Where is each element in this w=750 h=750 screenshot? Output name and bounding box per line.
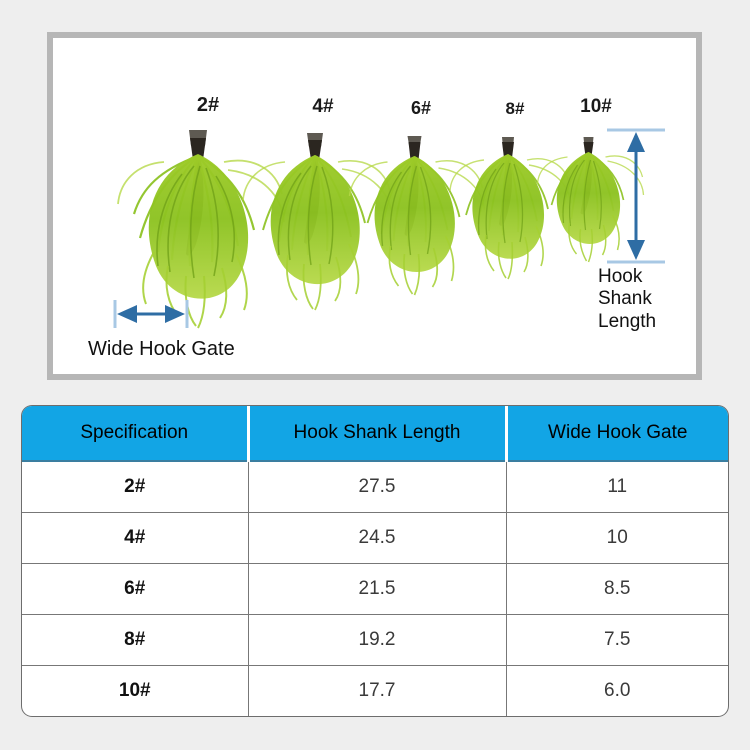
cell-gate: 10 [506,512,728,564]
lure-4 [225,130,405,330]
specification-table: Specification Hook Shank Length Wide Hoo… [22,406,728,716]
lure-2 [98,126,298,346]
cell-spec: 6# [22,563,249,615]
cell-gate: 6.0 [506,665,728,716]
cell-gate: 11 [506,460,728,513]
size-label-4: 4# [312,96,334,117]
header-hook-shank-length: Hook Shank Length [248,406,508,462]
table-row: 4# 24.5 10 [22,512,728,564]
cell-spec: 2# [22,460,249,513]
table-row: 8# 19.2 7.5 [22,614,728,666]
header-specification: Specification [22,406,250,462]
cell-spec: 10# [22,665,249,716]
lure-6 [333,133,498,318]
cell-spec: 4# [22,512,249,564]
cell-shank: 19.2 [248,614,507,666]
lure-8 [433,134,583,304]
cell-shank: 17.7 [248,665,507,716]
cell-shank: 27.5 [248,460,507,513]
double-arrow-vertical-icon [607,128,665,264]
cell-shank: 24.5 [248,512,507,564]
hook-shank-length-label: Hook Shank Length [598,266,657,332]
cell-gate: 7.5 [506,614,728,666]
table-row: 6# 21.5 8.5 [22,563,728,615]
table-row: 10# 17.7 6.0 [22,665,728,716]
product-photo-panel: 2# 4# 6# 8# 10# [47,32,702,380]
table-row: 2# 27.5 11 [22,460,728,513]
cell-gate: 8.5 [506,563,728,615]
size-label-10: 10# [580,96,612,117]
lure-10 [522,134,657,289]
double-arrow-horizontal-icon [113,300,189,328]
hook-shank-length-annotation [601,126,671,271]
wide-hook-gate-label: Wide Hook Gate [88,338,235,360]
size-label-8: 8# [505,99,525,118]
cell-spec: 8# [22,614,249,666]
size-label-2: 2# [196,94,220,116]
product-photo-canvas: 2# 4# 6# 8# 10# [53,38,696,374]
wide-hook-gate-annotation [111,296,191,337]
table-header-row: Specification Hook Shank Length Wide Hoo… [22,406,728,462]
cell-shank: 21.5 [248,563,507,615]
size-label-6: 6# [410,98,432,118]
header-wide-hook-gate: Wide Hook Gate [506,406,728,462]
